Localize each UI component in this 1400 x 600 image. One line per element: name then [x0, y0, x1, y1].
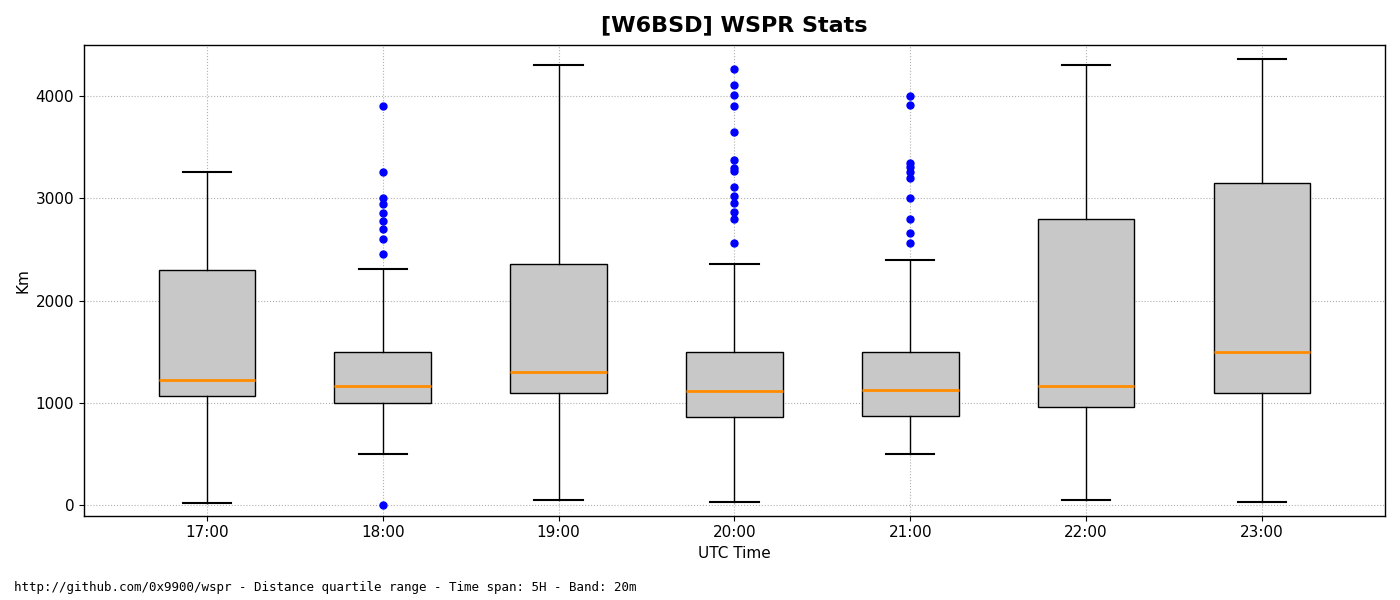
PathPatch shape	[686, 352, 783, 418]
Text: http://github.com/0x9900/wspr - Distance quartile range - Time span: 5H - Band: : http://github.com/0x9900/wspr - Distance…	[14, 581, 637, 594]
PathPatch shape	[158, 270, 255, 396]
PathPatch shape	[510, 264, 608, 393]
PathPatch shape	[335, 352, 431, 403]
X-axis label: UTC Time: UTC Time	[699, 546, 771, 561]
PathPatch shape	[1214, 183, 1310, 393]
PathPatch shape	[862, 352, 959, 416]
Title: [W6BSD] WSPR Stats: [W6BSD] WSPR Stats	[601, 15, 868, 35]
PathPatch shape	[1037, 219, 1134, 407]
Y-axis label: Km: Km	[15, 268, 29, 293]
